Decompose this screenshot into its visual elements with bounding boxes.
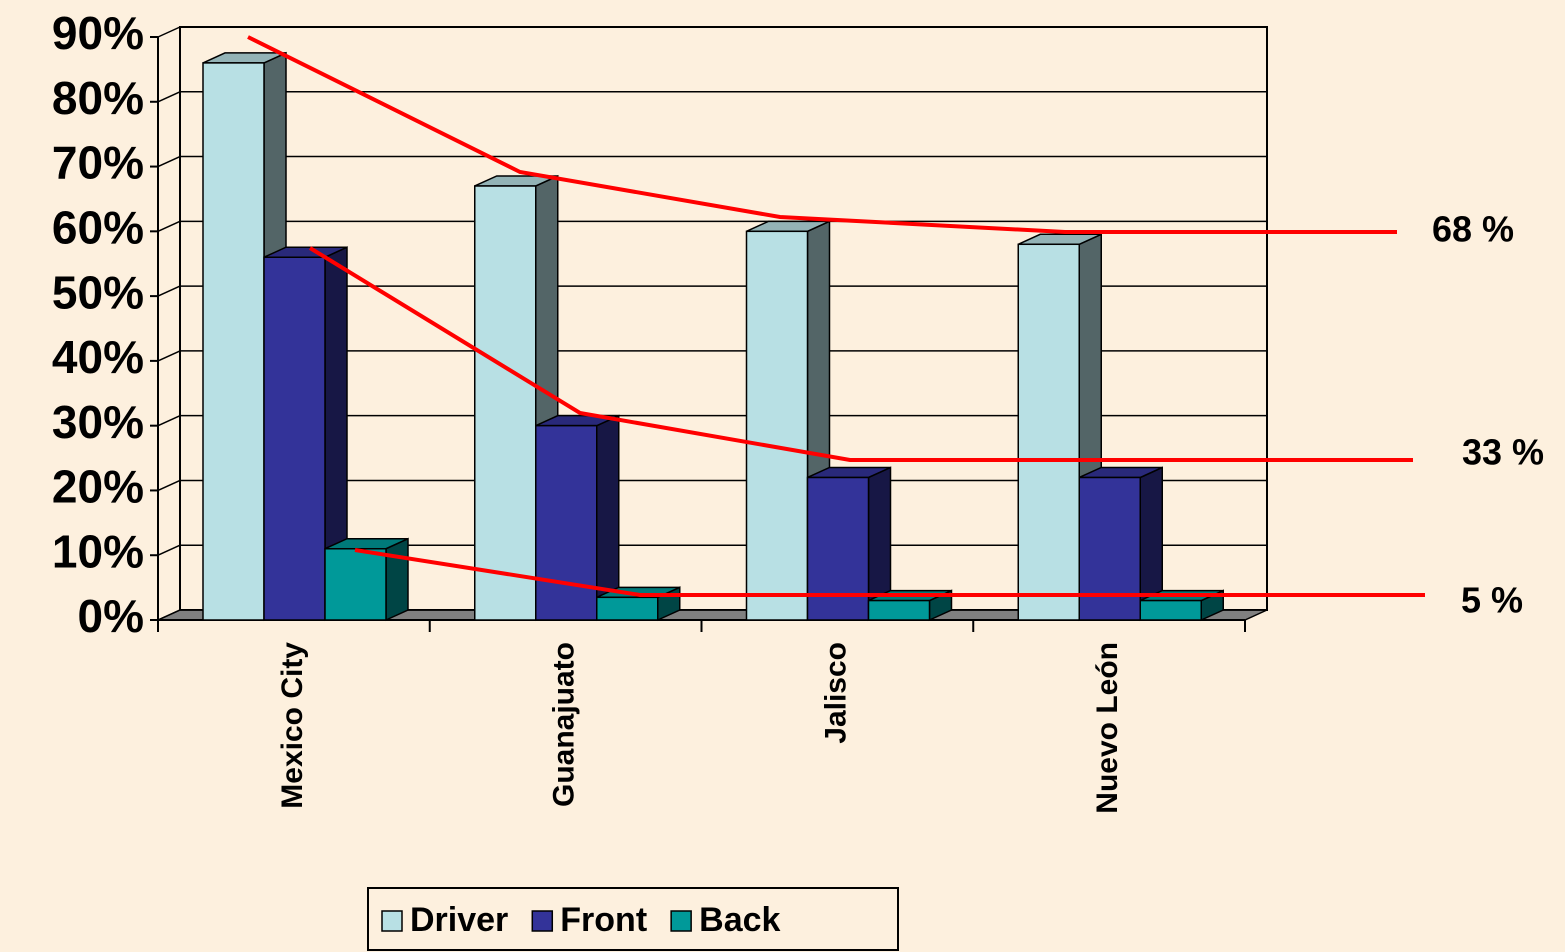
legend: Driver Front Back bbox=[381, 901, 781, 939]
trend-line bbox=[308, 246, 1413, 462]
bar bbox=[474, 185, 537, 621]
grid-line bbox=[157, 91, 181, 103]
legend-box bbox=[367, 887, 899, 951]
bar bbox=[1078, 476, 1141, 621]
trend-lines bbox=[247, 35, 1425, 597]
y-tick-label: 90% bbox=[52, 7, 144, 59]
legend-label: Back bbox=[699, 901, 780, 939]
annotation: 33 % bbox=[1462, 432, 1544, 473]
y-tick-label: 20% bbox=[52, 461, 144, 513]
legend-label: Front bbox=[560, 901, 647, 939]
x-tick-label: Nuevo León bbox=[1091, 642, 1124, 814]
grid-line bbox=[157, 350, 181, 362]
legend-label: Driver bbox=[410, 901, 508, 939]
bar bbox=[867, 599, 931, 621]
bar bbox=[806, 476, 870, 621]
annotation: 68 % bbox=[1432, 209, 1514, 250]
bar bbox=[745, 230, 809, 621]
grid-line bbox=[157, 479, 181, 492]
x-tick-label: Mexico City bbox=[276, 642, 309, 809]
y-tick-label: 0% bbox=[78, 590, 144, 642]
y-tick-label: 60% bbox=[52, 201, 144, 253]
legend-swatch bbox=[381, 910, 403, 932]
y-tick-label: 40% bbox=[52, 331, 144, 383]
trend-line bbox=[354, 548, 1425, 597]
grid-line bbox=[157, 26, 181, 38]
bar bbox=[263, 256, 326, 621]
annotation: 5 % bbox=[1461, 580, 1523, 621]
grid-line bbox=[157, 285, 181, 297]
y-tick-label: 10% bbox=[52, 525, 144, 577]
bar bbox=[202, 62, 265, 621]
x-tick-label: Jalisco bbox=[819, 642, 852, 744]
grid-line bbox=[157, 414, 181, 427]
bar bbox=[596, 596, 659, 621]
legend-swatch bbox=[531, 910, 554, 932]
trend-line bbox=[247, 35, 1397, 234]
bars bbox=[202, 51, 1224, 622]
y-tick-label: 70% bbox=[52, 137, 144, 189]
y-tick-label: 50% bbox=[52, 266, 144, 318]
grid-line bbox=[157, 609, 181, 621]
bar-side bbox=[385, 537, 409, 622]
x-tick-label: Guanajuato bbox=[548, 642, 581, 807]
y-tick-label: 80% bbox=[52, 72, 144, 124]
bar bbox=[324, 547, 387, 621]
bar bbox=[1139, 599, 1202, 621]
grid-line bbox=[157, 544, 181, 556]
bar bbox=[535, 424, 598, 621]
y-tick-label: 30% bbox=[52, 396, 144, 448]
grid-line bbox=[157, 220, 181, 233]
grid-line bbox=[157, 155, 181, 168]
bar bbox=[1017, 243, 1080, 621]
legend-swatch bbox=[670, 910, 692, 932]
